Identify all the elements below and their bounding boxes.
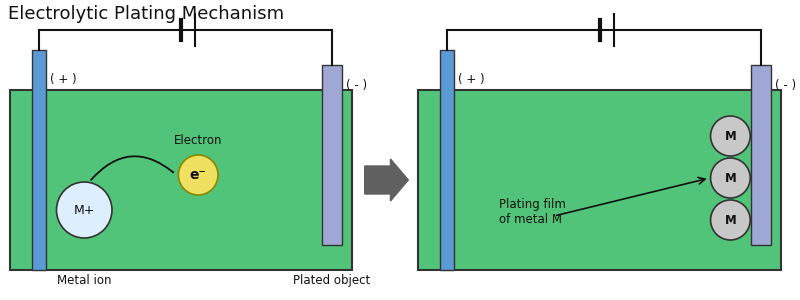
Circle shape — [178, 155, 218, 195]
Text: ( - ): ( - ) — [346, 79, 367, 92]
Text: M+: M+ — [74, 203, 95, 217]
Text: Electrolytic Plating Mechanism: Electrolytic Plating Mechanism — [8, 5, 284, 23]
Text: ( + ): ( + ) — [458, 74, 485, 86]
Bar — [440, 50, 454, 270]
Bar — [32, 50, 46, 270]
Text: Metal ion: Metal ion — [57, 274, 111, 287]
Text: Plating film
of metal M: Plating film of metal M — [499, 198, 566, 226]
Text: Electron: Electron — [174, 134, 222, 147]
Text: Plated object: Plated object — [294, 274, 370, 287]
Circle shape — [710, 116, 750, 156]
Text: M: M — [725, 130, 736, 142]
FancyArrowPatch shape — [91, 156, 173, 180]
Circle shape — [710, 158, 750, 198]
Text: e⁻: e⁻ — [190, 168, 206, 182]
Circle shape — [710, 200, 750, 240]
Bar — [751, 65, 771, 245]
Circle shape — [57, 182, 112, 238]
Text: M: M — [725, 214, 736, 226]
Bar — [10, 90, 352, 270]
Text: ( + ): ( + ) — [50, 74, 76, 86]
Bar — [418, 90, 781, 270]
Text: ( - ): ( - ) — [775, 79, 796, 92]
FancyArrow shape — [365, 159, 408, 201]
Text: M: M — [725, 172, 736, 184]
Bar — [322, 65, 342, 245]
